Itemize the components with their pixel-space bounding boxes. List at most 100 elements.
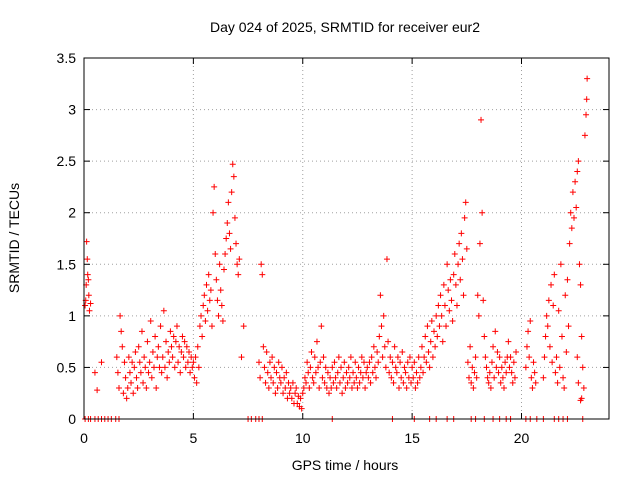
data-point	[432, 343, 439, 350]
data-point	[493, 364, 500, 371]
data-point	[281, 374, 288, 381]
data-point	[344, 379, 351, 386]
data-point	[311, 354, 318, 361]
data-point	[455, 261, 462, 268]
data-point	[342, 385, 349, 392]
data-point	[472, 354, 479, 361]
data-point	[413, 369, 420, 376]
data-point	[225, 199, 232, 206]
data-point	[147, 318, 154, 325]
data-point	[272, 390, 279, 397]
data-point	[219, 318, 226, 325]
data-point	[548, 281, 555, 288]
x-tick-label: 15	[404, 430, 420, 446]
data-point	[583, 96, 590, 103]
data-point	[152, 333, 159, 340]
data-point	[318, 323, 325, 330]
data-point	[423, 359, 430, 366]
data-point	[82, 302, 89, 309]
data-point	[116, 385, 122, 392]
data-point	[452, 281, 459, 288]
data-point	[425, 348, 432, 355]
data-point	[266, 359, 273, 366]
data-point	[328, 385, 335, 392]
data-point	[213, 276, 220, 283]
data-point	[85, 276, 92, 283]
data-point	[320, 354, 327, 361]
data-point	[87, 300, 94, 307]
x-axis-label: GPS time / hours	[292, 457, 399, 473]
data-point	[450, 271, 457, 278]
data-point	[307, 364, 314, 371]
data-point	[382, 364, 389, 371]
data-point	[522, 364, 529, 371]
data-point	[179, 333, 186, 340]
data-point	[183, 343, 190, 350]
data-point	[341, 359, 348, 366]
data-point	[397, 359, 404, 366]
data-point	[399, 348, 406, 355]
data-point	[208, 323, 215, 330]
data-point	[356, 379, 363, 386]
data-point	[331, 359, 338, 366]
data-point	[511, 374, 518, 381]
data-point	[171, 364, 178, 371]
data-point	[387, 354, 394, 361]
data-point	[581, 132, 588, 139]
data-point	[373, 374, 380, 381]
data-point	[293, 385, 300, 392]
data-point	[231, 214, 238, 221]
data-point	[394, 354, 401, 361]
data-point	[294, 400, 301, 407]
data-point	[275, 359, 282, 366]
data-point	[207, 287, 214, 294]
data-point	[132, 348, 139, 355]
data-point	[305, 369, 312, 376]
data-point	[532, 379, 539, 386]
plot-frame	[83, 57, 610, 420]
data-point	[122, 374, 129, 381]
data-point	[148, 374, 155, 381]
data-point	[410, 374, 417, 381]
data-point	[301, 374, 308, 381]
data-point	[561, 385, 568, 392]
data-point	[205, 271, 212, 278]
data-point	[310, 379, 317, 386]
data-point	[502, 359, 509, 366]
data-point	[501, 385, 507, 392]
data-point	[315, 364, 322, 371]
data-point	[262, 379, 269, 386]
data-point	[495, 369, 502, 376]
data-point	[181, 338, 188, 345]
data-point	[428, 318, 435, 325]
data-point	[153, 385, 160, 392]
data-point	[377, 292, 384, 299]
data-point	[440, 281, 447, 288]
data-point	[565, 323, 572, 330]
data-point	[577, 281, 584, 288]
data-point	[292, 390, 299, 397]
data-point	[157, 323, 164, 330]
data-point	[574, 168, 581, 175]
data-point	[498, 364, 505, 371]
data-point	[335, 354, 342, 361]
data-point	[408, 379, 415, 386]
data-point	[433, 312, 440, 319]
data-point	[370, 343, 377, 350]
data-point	[354, 385, 361, 392]
data-point	[464, 359, 471, 366]
data-point	[214, 297, 221, 304]
data-point	[190, 359, 197, 366]
data-point	[426, 364, 433, 371]
data-point	[324, 369, 331, 376]
data-point	[530, 359, 537, 366]
data-point	[238, 354, 245, 361]
data-point	[443, 323, 450, 330]
data-point	[332, 374, 339, 381]
data-point	[566, 240, 573, 247]
data-point	[113, 354, 120, 361]
data-point	[434, 333, 441, 340]
data-point	[169, 354, 176, 361]
data-point	[505, 338, 512, 345]
data-point	[400, 379, 407, 386]
